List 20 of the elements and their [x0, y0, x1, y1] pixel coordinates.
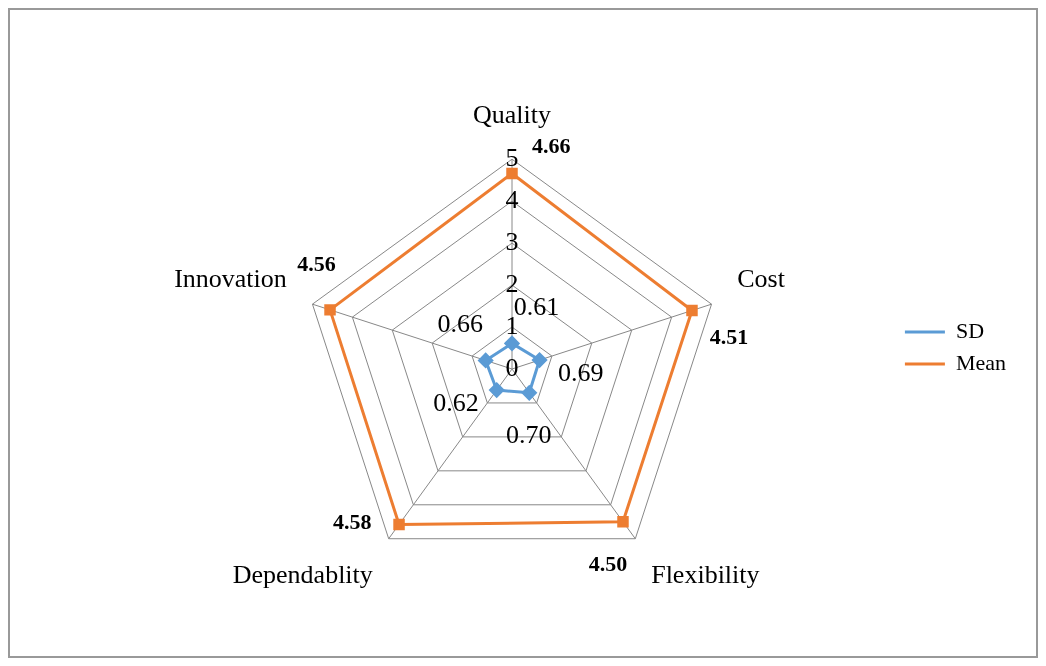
spoke-label: Flexibility: [651, 560, 760, 589]
data-label: 0.70: [506, 420, 552, 450]
legend-label: Mean: [955, 349, 1006, 375]
data-label: 0.62: [433, 387, 479, 417]
data-label: 4.58: [332, 509, 372, 535]
y-tick-label: 5: [505, 143, 519, 173]
y-tick-label: 4: [505, 184, 519, 214]
data-label: 4.66: [531, 132, 571, 158]
spoke-label: Innovation: [174, 264, 287, 294]
data-label: 4.56: [297, 250, 336, 276]
spoke-label: Dependablity: [232, 560, 373, 589]
data-label: 4.50: [588, 551, 628, 577]
data-label: 0.69: [558, 357, 604, 387]
spoke-label: Cost: [737, 264, 786, 294]
data-label: 0.66: [437, 309, 483, 339]
spoke-label: Quality: [473, 100, 551, 130]
y-tick-label: 3: [505, 226, 519, 256]
data-label: 4.51: [709, 324, 749, 350]
y-tick-label: 0: [505, 352, 519, 382]
legend-label: SD: [955, 317, 985, 343]
